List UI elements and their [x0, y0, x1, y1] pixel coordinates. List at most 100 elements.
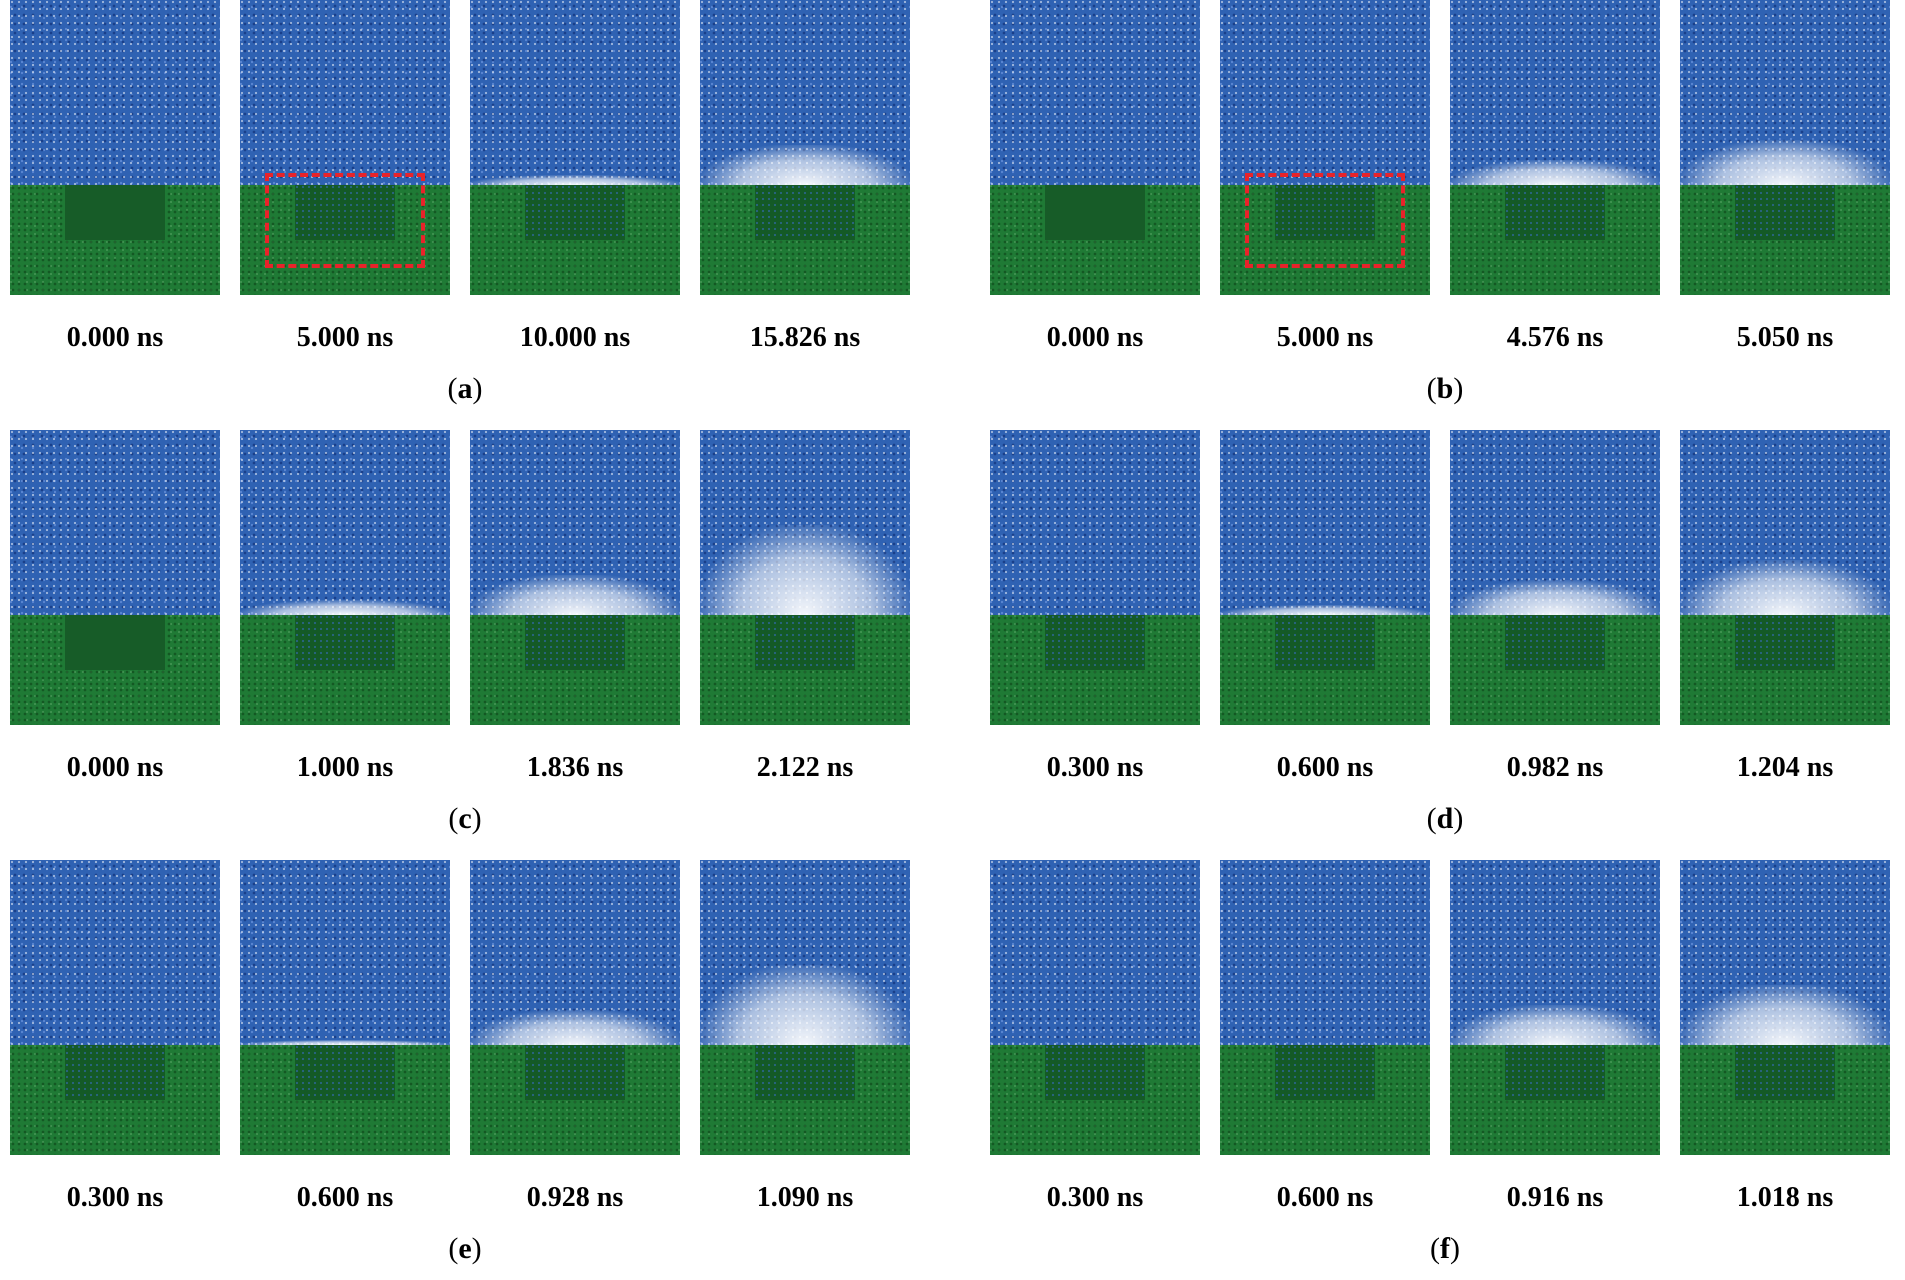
liquid-region — [10, 860, 220, 1045]
liquid-region — [1220, 0, 1430, 185]
liquid-region — [990, 0, 1200, 185]
liquid-region — [700, 430, 910, 615]
substrate-cavity — [295, 615, 395, 670]
substrate-cavity — [65, 1045, 165, 1100]
liquid-region — [240, 430, 450, 615]
snapshot-frame — [240, 0, 450, 295]
time-label: 4.576 ns — [1506, 322, 1604, 353]
substrate-region — [700, 615, 910, 725]
detachment-gap — [700, 145, 910, 185]
substrate-cavity — [1505, 1045, 1605, 1100]
time-label: 0.000 ns — [66, 752, 164, 783]
substrate-region — [700, 185, 910, 295]
time-label: 0.600 ns — [1276, 1182, 1374, 1213]
substrate-region — [1680, 1045, 1890, 1155]
substrate-region — [1450, 1045, 1660, 1155]
substrate-cavity — [525, 185, 625, 240]
snapshot-frame — [1220, 430, 1430, 725]
panel-label: (d) — [1426, 802, 1464, 835]
liquid-region — [240, 0, 450, 185]
panel-label: (f) — [1430, 1232, 1460, 1265]
panel-b: 0.000 ns 5.000 ns 4.576 ns 5.050 ns (b) — [990, 0, 1905, 420]
liquid-region — [1220, 430, 1430, 615]
substrate-cavity — [755, 1045, 855, 1100]
snapshot-frame — [1450, 0, 1660, 295]
time-label: 1.204 ns — [1736, 752, 1834, 783]
snapshot-frame — [1450, 860, 1660, 1155]
substrate-cavity — [1735, 1045, 1835, 1100]
liquid-region — [10, 430, 220, 615]
detachment-gap — [1680, 560, 1890, 615]
snapshot-frame — [700, 430, 910, 725]
snapshot-frame — [10, 430, 220, 725]
detachment-gap — [240, 600, 450, 615]
liquid-region — [990, 430, 1200, 615]
time-label: 15.826 ns — [749, 322, 861, 353]
substrate-cavity — [525, 615, 625, 670]
substrate-region — [1220, 185, 1430, 295]
substrate-region — [240, 615, 450, 725]
snapshot-frame — [700, 860, 910, 1155]
panel-e: 0.300 ns 0.600 ns 0.928 ns 1.090 ns (e) — [10, 860, 940, 1280]
snapshot-frame — [470, 0, 680, 295]
detachment-gap — [470, 175, 680, 185]
detachment-gap — [240, 1040, 450, 1045]
panel-a: 0.000 ns 5.000 ns 10.000 ns 15.826 ns (a) — [10, 0, 940, 420]
substrate-region — [1680, 615, 1890, 725]
time-label: 5.000 ns — [1276, 322, 1374, 353]
substrate-cavity — [1045, 185, 1145, 240]
detachment-gap — [700, 525, 910, 615]
substrate-region — [990, 615, 1200, 725]
substrate-cavity — [1045, 1045, 1145, 1100]
substrate-region — [10, 615, 220, 725]
substrate-region — [1450, 185, 1660, 295]
substrate-cavity — [1505, 185, 1605, 240]
substrate-region — [470, 185, 680, 295]
snapshot-frame — [1220, 0, 1430, 295]
substrate-cavity — [1735, 185, 1835, 240]
liquid-region — [1450, 0, 1660, 185]
detachment-gap — [470, 1010, 680, 1045]
substrate-cavity — [1275, 185, 1375, 240]
detachment-gap — [1680, 140, 1890, 185]
snapshot-frame — [240, 430, 450, 725]
substrate-cavity — [295, 1045, 395, 1100]
substrate-region — [470, 1045, 680, 1155]
snapshot-frame — [1680, 0, 1890, 295]
liquid-region — [700, 860, 910, 1045]
time-label: 0.982 ns — [1506, 752, 1604, 783]
liquid-region — [470, 860, 680, 1045]
substrate-region — [240, 185, 450, 295]
liquid-region — [1450, 860, 1660, 1045]
snapshot-frame — [700, 0, 910, 295]
time-label: 1.836 ns — [526, 752, 624, 783]
substrate-cavity — [1735, 615, 1835, 670]
detachment-gap — [1450, 1005, 1660, 1045]
time-label: 0.000 ns — [66, 322, 164, 353]
time-label: 0.916 ns — [1506, 1182, 1604, 1213]
liquid-region — [10, 0, 220, 185]
snapshot-frame — [990, 430, 1200, 725]
snapshot-frame — [990, 860, 1200, 1155]
substrate-region — [990, 1045, 1200, 1155]
liquid-region — [1680, 860, 1890, 1045]
panel-label: (b) — [1426, 372, 1464, 405]
snapshot-frame — [10, 860, 220, 1155]
liquid-region — [470, 430, 680, 615]
substrate-cavity — [1045, 615, 1145, 670]
substrate-cavity — [1275, 1045, 1375, 1100]
substrate-region — [1220, 1045, 1430, 1155]
liquid-region — [1680, 0, 1890, 185]
liquid-region — [1450, 430, 1660, 615]
time-label: 10.000 ns — [519, 322, 631, 353]
snapshot-frame — [1680, 430, 1890, 725]
snapshot-frame — [990, 0, 1200, 295]
time-label: 0.300 ns — [1046, 1182, 1144, 1213]
time-label: 2.122 ns — [756, 752, 854, 783]
substrate-region — [470, 615, 680, 725]
time-label: 0.300 ns — [66, 1182, 164, 1213]
detachment-gap — [700, 965, 910, 1045]
substrate-region — [700, 1045, 910, 1155]
time-label: 5.000 ns — [296, 322, 394, 353]
substrate-cavity — [295, 185, 395, 240]
